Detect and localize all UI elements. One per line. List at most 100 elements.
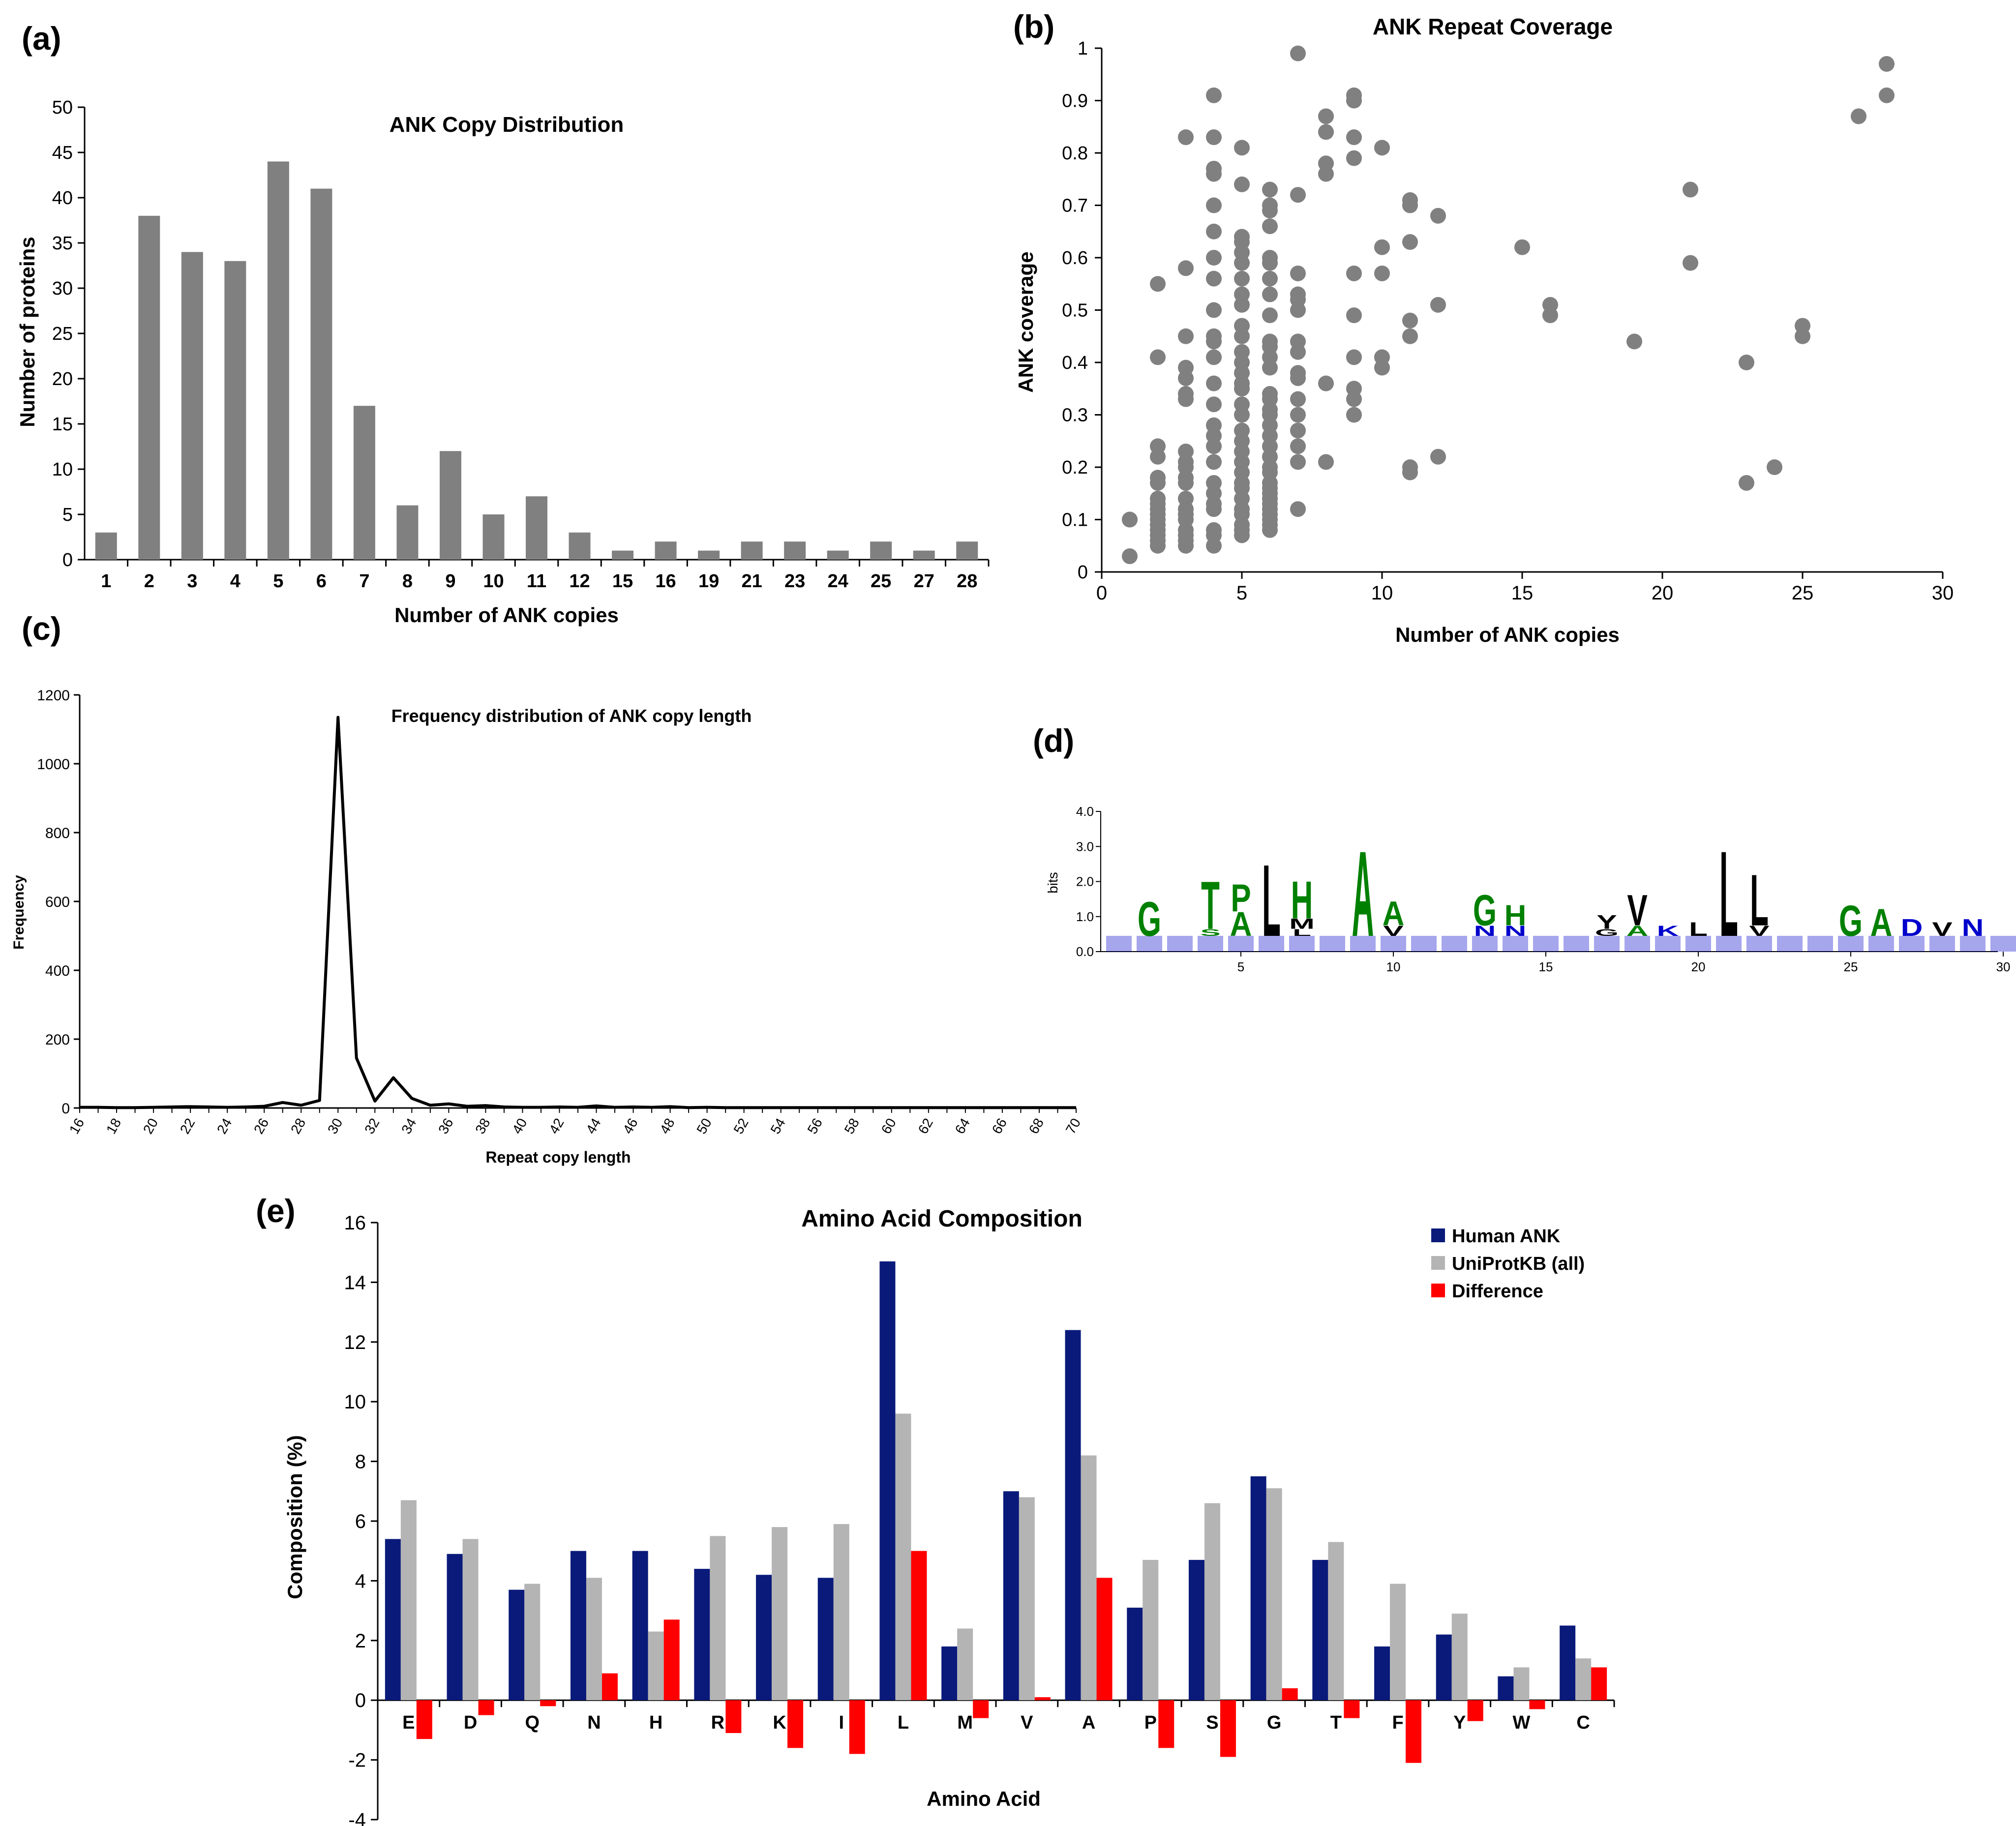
e-legend-label: Human ANK: [1452, 1226, 1561, 1247]
a-y-tick-label: 15: [52, 414, 73, 435]
b-point: [1402, 464, 1418, 480]
a-x-tick-label: 16: [655, 571, 676, 592]
e-bar: [1560, 1625, 1576, 1701]
c-x-tick-label: 48: [657, 1116, 677, 1137]
b-point: [1206, 87, 1222, 103]
a-x-tick-label: 27: [914, 571, 934, 592]
b-point: [1346, 129, 1362, 146]
e-y-tick-label: -2: [348, 1750, 366, 1771]
a-x-tick-label: 24: [828, 571, 848, 592]
e-x-tick-label: W: [1513, 1712, 1531, 1733]
e-x-tick-label: K: [773, 1712, 786, 1733]
d-background-stack: [1533, 935, 1559, 952]
b-point: [1206, 333, 1222, 350]
b-point: [1206, 454, 1222, 470]
b-point: [1206, 302, 1222, 318]
b-point: [1402, 328, 1418, 344]
d-y-tick-label: 4.0: [1076, 804, 1094, 819]
e-x-tick-label: Q: [525, 1712, 540, 1733]
e-bar: [1575, 1658, 1592, 1701]
panel-label-a: (a): [22, 20, 61, 57]
a-x-tick-label: 25: [871, 571, 891, 592]
c-y-tick-label: 600: [45, 894, 70, 910]
c-x-tick-label: 20: [140, 1116, 161, 1137]
d-logo-letter: N: [1474, 923, 1496, 939]
d-background-stack: [1259, 935, 1284, 952]
d-logo-letter: L: [1689, 919, 1708, 940]
d-logo-letter: G: [1473, 887, 1497, 935]
e-bar: [941, 1646, 958, 1701]
b-point: [1150, 349, 1166, 365]
b-point: [1290, 407, 1306, 423]
b-point: [1206, 349, 1222, 365]
e-y-tick-label: 0: [355, 1690, 366, 1711]
e-bar: [1019, 1497, 1035, 1701]
e-x-tick-label: A: [1082, 1712, 1095, 1733]
b-y-tick-label: 0.4: [1062, 353, 1088, 373]
b-point: [1430, 449, 1446, 465]
b-point: [1346, 391, 1362, 407]
a-bar: [224, 261, 246, 560]
e-bar: [1312, 1559, 1328, 1701]
e-legend-swatch: [1431, 1228, 1445, 1242]
b-point: [1683, 255, 1698, 271]
b-point: [1206, 396, 1222, 413]
panel-label-c: (c): [22, 610, 61, 647]
d-y-tick-label: 0.0: [1076, 944, 1094, 959]
b-point: [1262, 181, 1278, 198]
a-y-tick-label: 25: [52, 324, 73, 344]
c-title: Frequency distribution of ANK copy lengt…: [391, 706, 752, 726]
b-point: [1234, 328, 1250, 344]
a-x-tick-label: 5: [273, 571, 283, 592]
b-x-tick-label: 20: [1652, 582, 1674, 604]
b-point: [1290, 265, 1306, 281]
b-point: [1178, 328, 1194, 344]
e-x-tick-label: C: [1576, 1712, 1590, 1733]
d-background-stack: [1320, 935, 1345, 952]
b-point: [1290, 438, 1306, 454]
c-x-tick-label: 28: [288, 1116, 308, 1137]
c-y-label: Frequency: [11, 875, 27, 950]
e-bar: [663, 1619, 680, 1701]
b-point: [1206, 501, 1222, 517]
c-y-tick-label: 200: [45, 1032, 70, 1048]
b-point: [1234, 407, 1250, 423]
b-point: [1262, 307, 1278, 324]
b-point: [1318, 375, 1334, 391]
d-background-stack: [1868, 935, 1894, 952]
b-point: [1122, 548, 1138, 565]
d-logo-letter: A: [1870, 901, 1893, 945]
a-y-tick-label: 0: [62, 550, 73, 570]
b-point: [1262, 218, 1278, 235]
a-bar: [741, 541, 763, 560]
b-point: [1739, 475, 1754, 491]
e-bar: [1390, 1584, 1406, 1701]
d-background-stack: [1137, 935, 1162, 952]
b-point: [1879, 87, 1895, 103]
e-bar: [1081, 1455, 1097, 1701]
b-x-tick-label: 10: [1371, 582, 1393, 604]
e-bar: [1436, 1634, 1452, 1701]
b-x-label: Number of ANK copies: [1395, 623, 1620, 646]
d-background-stack: [1746, 935, 1772, 952]
c-x-tick-label: 34: [398, 1116, 419, 1137]
a-y-tick-label: 10: [52, 459, 73, 480]
e-bar: [694, 1569, 710, 1701]
c-x-tick-label: 30: [325, 1116, 345, 1137]
d-logo-letter: Y: [1596, 912, 1617, 933]
e-x-tick-label: G: [1267, 1712, 1282, 1733]
d-logo-letter: L: [1262, 844, 1281, 958]
a-bar: [827, 550, 849, 560]
a-bar: [310, 188, 332, 560]
b-point: [1178, 391, 1194, 407]
e-x-tick-label: R: [711, 1712, 724, 1733]
e-x-tick-label: Y: [1453, 1712, 1466, 1733]
c-x-tick-label: 64: [952, 1116, 973, 1137]
e-bar: [1188, 1559, 1204, 1701]
e-bar: [1250, 1476, 1266, 1701]
d-logo-letter: V: [1749, 923, 1770, 939]
d-background-stack: [1503, 935, 1528, 952]
d-x-tick-label: 10: [1386, 959, 1401, 974]
e-bar: [1591, 1667, 1607, 1701]
a-bar: [482, 514, 505, 560]
